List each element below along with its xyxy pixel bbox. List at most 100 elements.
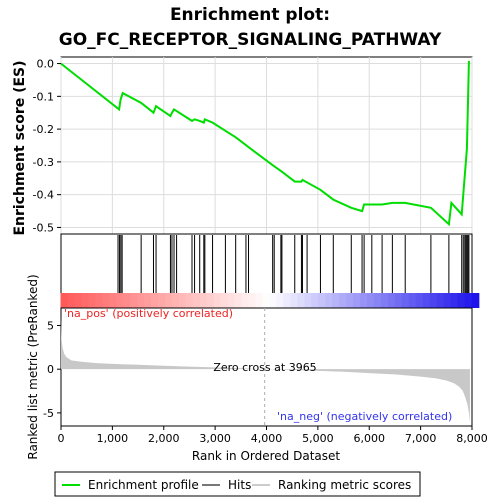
- color-bar-segment: [471, 293, 480, 308]
- color-bar-segment: [109, 293, 118, 308]
- color-bar-segment: [464, 293, 473, 308]
- x-tick-label: 2,000: [148, 432, 180, 445]
- es-y-axis-label: Enrichment score (ES): [12, 60, 28, 235]
- ranking-color-bar: [60, 293, 480, 308]
- color-bar-segment: [248, 293, 257, 308]
- legend: Enrichment profile Hits Ranking metric s…: [54, 471, 421, 497]
- es-y-tick-label: -0.4: [33, 189, 54, 202]
- color-bar-segment: [60, 293, 69, 308]
- zero-cross-label: Zero cross at 3965: [213, 361, 316, 374]
- color-bar-segment: [367, 293, 375, 308]
- color-bar-segment: [220, 293, 229, 308]
- color-bar-segment: [255, 293, 264, 308]
- enrichment-profile-line: [60, 60, 470, 227]
- color-bar-segment: [269, 293, 278, 308]
- ranking-metric-area: [61, 316, 470, 422]
- color-bar-segment: [394, 293, 403, 308]
- metric-y-axis-label: Ranked list metric (PreRanked): [26, 274, 40, 459]
- color-bar-segment: [387, 293, 396, 308]
- metric-y-tick-label: 5: [47, 319, 54, 332]
- metric-y-tick-label: 0: [47, 363, 54, 376]
- color-bar-segment: [227, 293, 236, 308]
- color-bar-segment: [353, 293, 361, 308]
- x-axis-ticks: 0 1,000 2,000 3,000 4,000 5,000 6,000 7,000 8,00…: [58, 426, 488, 445]
- color-bar-segment: [178, 293, 187, 308]
- color-bar-segment: [262, 293, 271, 308]
- x-tick-label: 8,000: [456, 432, 488, 445]
- x-axis-label: Rank in Ordered Dataset: [192, 449, 340, 463]
- color-bar-segment: [102, 293, 111, 308]
- color-bar-segment: [144, 293, 152, 308]
- color-bar-segment: [408, 293, 417, 308]
- x-tick-label: 0: [58, 432, 65, 445]
- color-bar-segment: [199, 293, 208, 308]
- color-bar-segment: [192, 293, 201, 308]
- color-bar-segment: [443, 293, 452, 308]
- color-bar-segment: [137, 293, 145, 308]
- es-y-tick-label: 0.0: [37, 58, 55, 71]
- color-bar-segment: [74, 293, 83, 308]
- color-bar-segment: [276, 293, 285, 308]
- es-y-ticks: 0.0 -0.1 -0.2 -0.3 -0.4 -0.5: [33, 58, 61, 234]
- legend-label-ranking: Ranking metric scores: [278, 478, 411, 492]
- color-bar-segment: [290, 293, 299, 308]
- color-bar-segment: [123, 293, 132, 308]
- color-bar-segment: [130, 293, 139, 308]
- color-bar-segment: [318, 293, 327, 308]
- color-bar-segment: [95, 293, 104, 308]
- color-bar-segment: [81, 293, 90, 308]
- x-tick-label: 4,000: [251, 432, 283, 445]
- pos-correlated-label: 'na_pos' (positively correlated): [64, 307, 233, 320]
- es-y-tick-label: -0.5: [33, 221, 54, 234]
- chart-title-line2: GO_FC_RECEPTOR_SIGNALING_PATHWAY: [59, 30, 442, 50]
- color-bar-segment: [67, 293, 76, 308]
- chart-title-line1: Enrichment plot:: [170, 5, 330, 25]
- color-bar-segment: [151, 293, 159, 308]
- es-y-tick-label: -0.2: [33, 123, 54, 136]
- x-tick-label: 3,000: [199, 432, 231, 445]
- color-bar-segment: [339, 293, 347, 308]
- color-bar-segment: [450, 293, 459, 308]
- color-bar-segment: [415, 293, 424, 308]
- color-bar-segment: [88, 293, 97, 308]
- color-bar-segment: [311, 293, 320, 308]
- color-bar-segment: [332, 293, 341, 308]
- color-bar-segment: [171, 293, 180, 308]
- color-bar-segment: [185, 293, 194, 308]
- color-bar-segment: [457, 293, 466, 308]
- legend-frame: [54, 471, 421, 497]
- color-bar-segment: [158, 293, 166, 308]
- x-tick-label: 5,000: [302, 432, 334, 445]
- color-bar-segment: [304, 293, 313, 308]
- metric-panel: 5 0 -5 'na_pos' (positively correlated) Ze…: [26, 274, 473, 460]
- hits-panel: [60, 233, 480, 309]
- color-bar-segment: [422, 293, 431, 308]
- color-bar-segment: [325, 293, 334, 308]
- color-bar-segment: [213, 293, 222, 308]
- color-bar-segment: [380, 293, 389, 308]
- color-bar-segment: [429, 293, 438, 308]
- es-panel: 0.0 -0.1 -0.2 -0.3 -0.4 -0.5 Enrichment score…: [12, 56, 473, 236]
- color-bar-segment: [401, 293, 410, 308]
- es-y-tick-label: -0.3: [33, 156, 54, 169]
- x-tick-label: 6,000: [354, 432, 386, 445]
- metric-y-ticks: 5 0 -5: [43, 319, 61, 420]
- metric-y-tick-label: -5: [43, 407, 54, 420]
- x-tick-label: 1,000: [97, 432, 129, 445]
- color-bar-segment: [234, 293, 243, 308]
- color-bar-segment: [297, 293, 306, 308]
- x-tick-label: 7,000: [405, 432, 437, 445]
- color-bar-segment: [116, 293, 125, 308]
- es-y-tick-label: -0.1: [33, 90, 54, 103]
- color-bar-segment: [360, 293, 368, 308]
- color-bar-segment: [436, 293, 445, 308]
- legend-label-hits: Hits: [228, 478, 251, 492]
- hit-marks: [117, 235, 470, 293]
- color-bar-segment: [241, 293, 250, 308]
- color-bar-segment: [283, 293, 292, 308]
- color-bar-segment: [373, 293, 382, 308]
- neg-correlated-label: 'na_neg' (negatively correlated): [277, 410, 452, 423]
- color-bar-segment: [346, 293, 354, 308]
- color-bar-segment: [206, 293, 215, 308]
